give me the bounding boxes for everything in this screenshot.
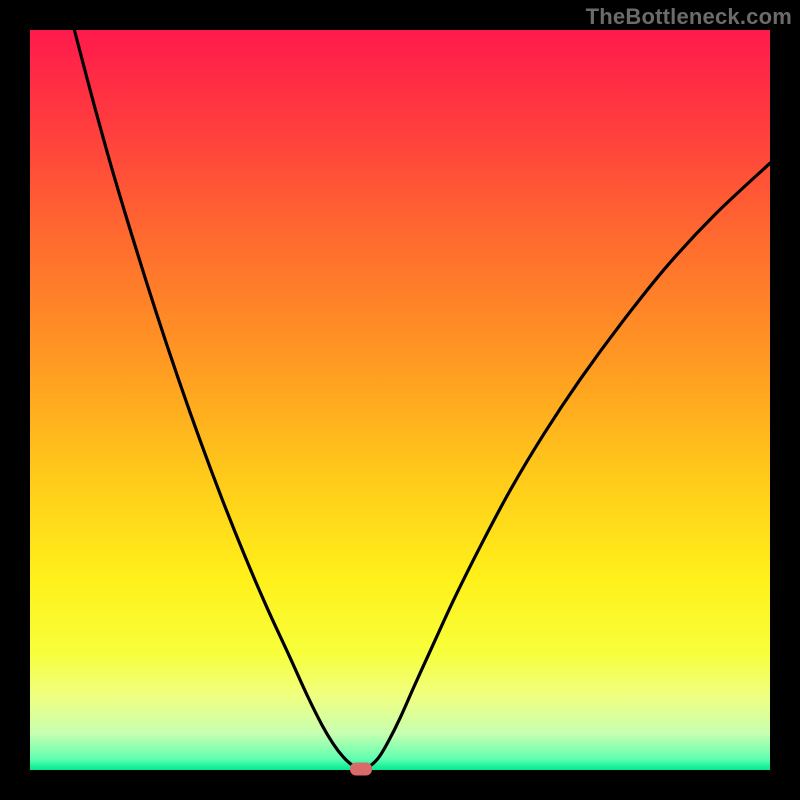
plot-area	[30, 30, 770, 770]
bottleneck-curve	[30, 30, 770, 770]
watermark-text: TheBottleneck.com	[586, 4, 792, 30]
optimal-point-marker	[350, 762, 372, 775]
chart-frame: TheBottleneck.com	[0, 0, 800, 800]
